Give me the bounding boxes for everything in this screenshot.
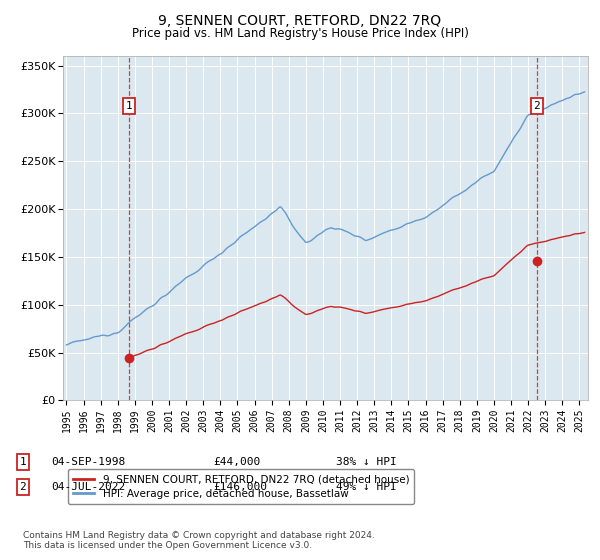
Text: 2: 2 [19,482,26,492]
Text: £146,000: £146,000 [213,482,267,492]
Text: 04-SEP-1998: 04-SEP-1998 [51,457,125,467]
Text: Price paid vs. HM Land Registry's House Price Index (HPI): Price paid vs. HM Land Registry's House … [131,27,469,40]
Text: 38% ↓ HPI: 38% ↓ HPI [336,457,397,467]
Text: Contains HM Land Registry data © Crown copyright and database right 2024.
This d: Contains HM Land Registry data © Crown c… [23,530,374,550]
Text: £44,000: £44,000 [213,457,260,467]
Legend: 9, SENNEN COURT, RETFORD, DN22 7RQ (detached house), HPI: Average price, detache: 9, SENNEN COURT, RETFORD, DN22 7RQ (deta… [68,469,415,504]
Text: 2: 2 [533,101,540,111]
Text: 1: 1 [126,101,133,111]
Text: 9, SENNEN COURT, RETFORD, DN22 7RQ: 9, SENNEN COURT, RETFORD, DN22 7RQ [158,14,442,28]
Text: 04-JUL-2022: 04-JUL-2022 [51,482,125,492]
Text: 1: 1 [19,457,26,467]
Text: 49% ↓ HPI: 49% ↓ HPI [336,482,397,492]
